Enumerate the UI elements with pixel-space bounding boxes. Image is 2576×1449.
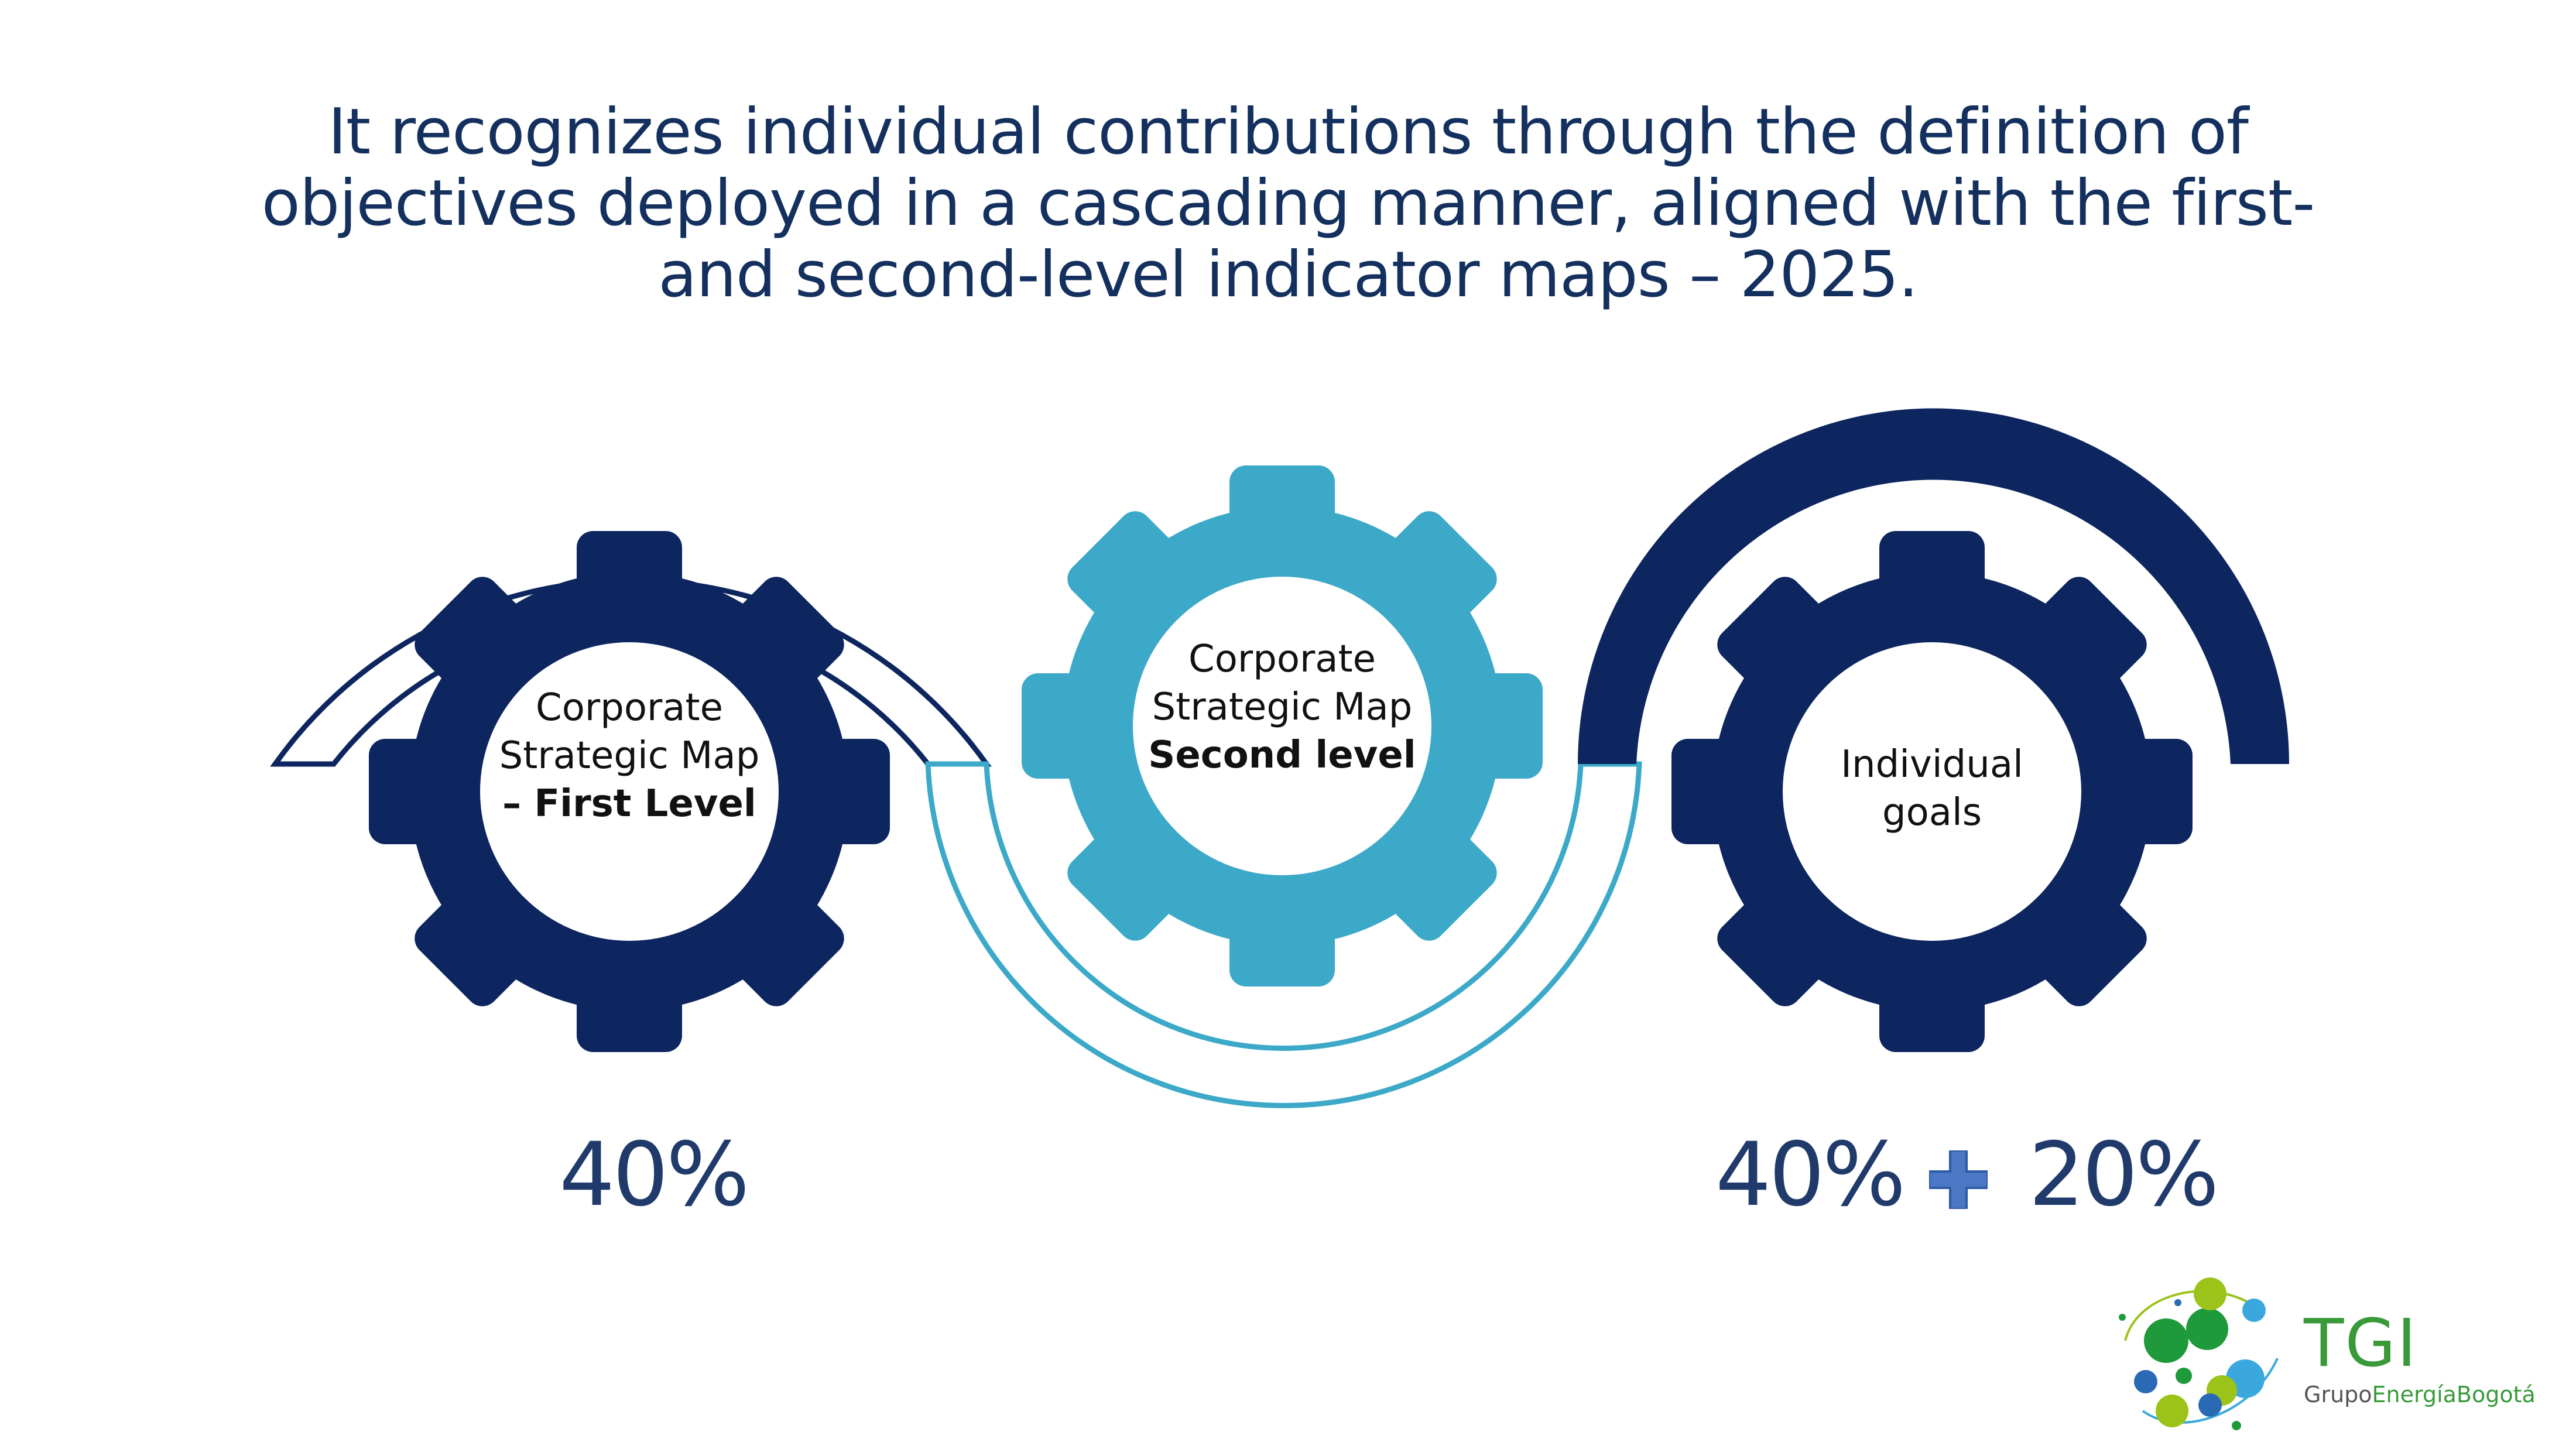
gear-second-level — [1022, 465, 1543, 986]
logo-sub-grupo: Grupo — [2304, 1382, 2372, 1407]
gear3-line2: goals — [1882, 791, 1982, 834]
gear-individual-goals — [1671, 531, 2193, 1052]
gear-label-first-level: Corporate Strategic Map – First Level — [489, 684, 770, 828]
logo-brand: TGI — [2304, 1306, 2418, 1382]
title-line-1: It recognizes individual contributions t… — [328, 95, 2249, 169]
tgi-logo-mark — [2119, 1277, 2279, 1430]
gear2-line2: Strategic Map — [1152, 686, 1413, 729]
gear1-bold: – First Level — [502, 782, 756, 825]
plus-icon — [1929, 1150, 1988, 1209]
percent-first-level: 40% — [559, 1124, 749, 1226]
gear1-line2: Strategic Map — [499, 734, 760, 777]
gear-label-individual-goals: Individual goals — [1791, 741, 2073, 837]
logo-sub-energia: EnergíaBogotá — [2372, 1382, 2536, 1407]
logo-subtitle: GrupoEnergíaBogotá — [2304, 1382, 2536, 1407]
middle-arc — [925, 761, 1642, 1108]
title-line-3: and second-level indicator maps – 2025. — [658, 238, 1919, 311]
gear3-line1: Individual — [1841, 743, 2023, 786]
percent-individual-a: 40% — [1715, 1124, 1906, 1226]
gear2-line1: Corporate — [1188, 638, 1376, 681]
gear2-bold: Second level — [1148, 734, 1416, 777]
gear-first-level — [369, 531, 890, 1052]
gear-label-second-level: Corporate Strategic Map Second level — [1142, 635, 1423, 779]
percent-individual-b: 20% — [2029, 1124, 2219, 1226]
gear1-line1: Corporate — [536, 686, 723, 729]
page-title: It recognizes individual contributions t… — [234, 97, 2342, 311]
right-arc — [1578, 408, 2289, 764]
title-line-2: objectives deployed in a cascading manne… — [261, 167, 2315, 240]
